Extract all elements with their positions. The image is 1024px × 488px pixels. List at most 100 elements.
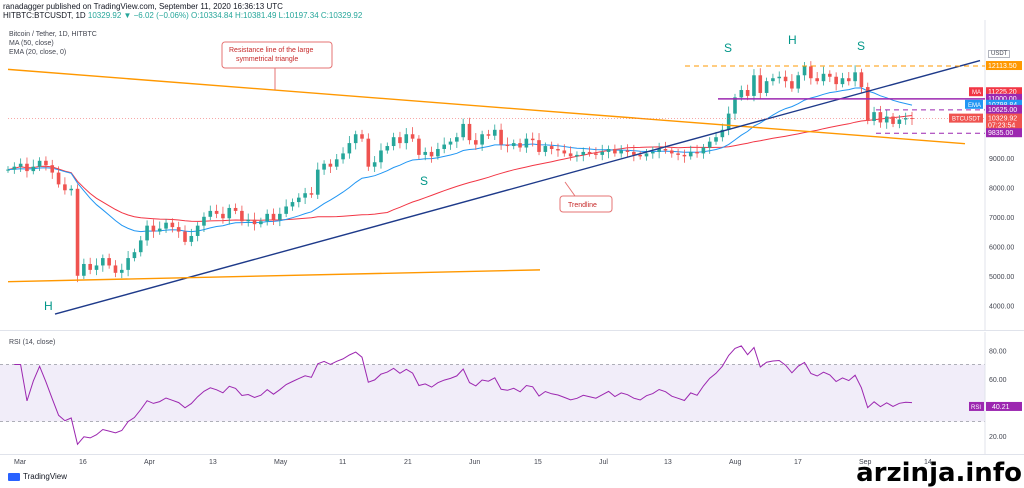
candle-body	[638, 154, 642, 157]
price-tick-label: 5000.00	[989, 274, 1014, 281]
rsi-badge-tag-text: RSI	[971, 405, 981, 411]
candle-body	[651, 151, 655, 154]
candle-body	[568, 153, 573, 157]
candle-body	[63, 184, 67, 191]
candle-body	[796, 75, 801, 89]
candle-body	[524, 138, 529, 148]
tradingview-brand[interactable]: TradingView	[8, 472, 67, 481]
candle-body	[537, 140, 541, 152]
time-axis-svg: Mar 16 Apr 13 May 11 21 Jun 15 Jul 13 Aug 17 Sep 14	[14, 459, 932, 466]
time-axis[interactable]: Mar 16 Apr 13 May 11 21 Jun 15 Jul 13 Aug 17 Sep 14	[0, 455, 1024, 469]
candle-body	[12, 166, 17, 170]
price-badge-text: 10329.92	[988, 116, 1017, 123]
candle-body	[467, 123, 472, 141]
candle-body	[821, 73, 826, 82]
candle-body	[891, 116, 895, 124]
candle-body	[828, 73, 832, 77]
candle-body	[88, 263, 92, 270]
candle-body	[720, 129, 725, 138]
candle-body	[771, 78, 775, 82]
trendline	[54, 59, 981, 315]
candle-body	[486, 134, 491, 136]
candle-body	[859, 72, 864, 88]
price-badge-tag	[949, 113, 983, 123]
candle-body	[600, 151, 605, 155]
time-tick-label: 16	[79, 459, 87, 466]
candle-body	[846, 78, 851, 82]
candle-body	[745, 90, 750, 96]
price-badge	[986, 87, 1022, 97]
price-badge	[986, 99, 1022, 109]
neckline	[7, 269, 541, 283]
time-tick-label: Jul	[599, 459, 608, 466]
candle-body	[492, 129, 497, 136]
candle-body	[240, 210, 244, 222]
price-badge-tag-text: BTCUSDT	[952, 117, 981, 123]
candle-body	[82, 263, 86, 276]
candle-body	[657, 148, 661, 152]
candle-body	[448, 141, 453, 145]
candle-body	[701, 147, 706, 154]
time-tick-label: Sep	[859, 459, 872, 466]
candle-body	[372, 162, 377, 167]
candle-body	[625, 150, 630, 152]
candle-body	[878, 112, 883, 123]
candle-body	[530, 138, 535, 141]
candle-body	[499, 129, 503, 145]
price-chart-svg[interactable]: 4000.00 5000.00 6000.00 7000.00 8000.00 9000.…	[0, 20, 1024, 330]
candle-body	[303, 193, 307, 198]
price-badge	[986, 120, 1022, 130]
time-tick-label: 13	[209, 459, 217, 466]
candle-body	[455, 137, 459, 142]
price-badge-text: 9835.00	[988, 130, 1013, 137]
tradingview-logo-icon	[8, 472, 20, 481]
candle-body	[221, 213, 225, 219]
rsi-band	[0, 364, 985, 422]
candle-body	[758, 75, 763, 93]
candle-body	[233, 207, 238, 211]
candle-body	[259, 221, 263, 225]
candle-body	[505, 144, 510, 147]
price-badge-text: 11000.00	[988, 96, 1017, 103]
candle-body	[44, 160, 48, 166]
price-badge	[986, 61, 1022, 71]
candle-body	[56, 172, 61, 185]
candle-body	[815, 78, 819, 82]
rsi-badge-text: 40.21	[992, 404, 1010, 411]
trendline-note-pointer	[564, 181, 576, 197]
time-tick-label: 14	[924, 459, 932, 466]
price-panel[interactable]: 4000.00 5000.00 6000.00 7000.00 8000.00 9000.…	[0, 20, 1024, 331]
resistance-note-line2: symmetrical triangle	[236, 56, 298, 63]
symbol-label: HITBTC:BTCUSDT, 1D	[3, 11, 86, 20]
candle-body	[872, 112, 876, 121]
candle-body	[613, 148, 617, 154]
time-tick-label: 11	[339, 459, 346, 466]
price-badge-text: 10625.00	[988, 107, 1017, 114]
candle-body	[31, 166, 36, 172]
candle-body	[783, 76, 788, 82]
rsi-line	[14, 345, 913, 446]
candle-body	[802, 66, 807, 76]
rsi-badge-tag	[969, 401, 984, 411]
candle-body	[594, 153, 598, 155]
candle-body	[151, 225, 156, 232]
price-badge	[986, 113, 1022, 123]
candle-body	[309, 193, 314, 195]
shoulder-label-top-right: S	[857, 39, 865, 53]
candle-body	[183, 231, 187, 242]
candle-body	[587, 151, 592, 154]
candle-body	[379, 150, 383, 163]
candle-body	[556, 148, 560, 151]
candle-body	[480, 134, 484, 145]
currency-badge[interactable]: USDT	[988, 50, 1011, 58]
time-tick-label: Jun	[469, 459, 480, 466]
price-badge-tag	[969, 87, 983, 97]
candle-body	[562, 150, 567, 154]
candle-body	[6, 169, 10, 171]
candle-body	[119, 269, 124, 273]
candle-body	[714, 137, 718, 142]
resistance-note-box	[221, 41, 333, 69]
candle-body	[195, 225, 200, 236]
